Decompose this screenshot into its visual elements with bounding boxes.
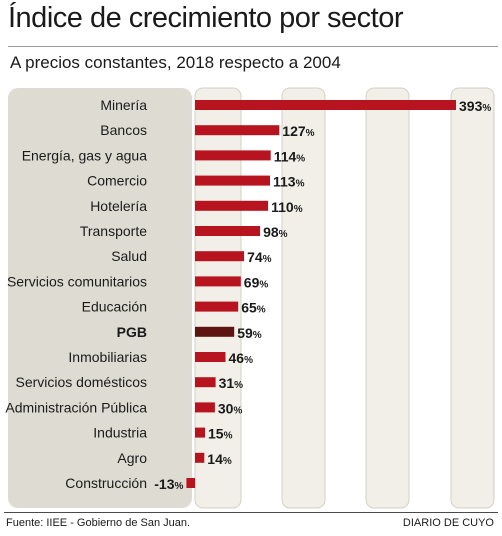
category-label: Servicios domésticos bbox=[16, 374, 148, 390]
bar bbox=[195, 226, 261, 236]
bar bbox=[195, 150, 271, 161]
bar bbox=[186, 478, 195, 488]
category-label: PGB bbox=[117, 324, 147, 340]
grid-band bbox=[450, 87, 495, 509]
value-label: 31% bbox=[219, 375, 244, 391]
bar bbox=[195, 100, 456, 110]
category-label: Comercio bbox=[87, 173, 147, 189]
title-divider bbox=[8, 46, 498, 47]
grid-band bbox=[281, 87, 326, 509]
chart-subtitle: A precios constantes, 2018 respecto a 20… bbox=[10, 53, 341, 72]
value-label: 59% bbox=[237, 325, 262, 341]
category-label: Educación bbox=[82, 299, 147, 315]
bar bbox=[195, 377, 216, 388]
bar bbox=[195, 175, 270, 186]
value-label: 113% bbox=[273, 174, 305, 190]
source-note: Fuente: IIEE - Gobierno de San Juan. bbox=[6, 517, 191, 529]
category-label: Minería bbox=[100, 97, 147, 113]
category-label: Inmobiliarias bbox=[68, 349, 147, 365]
category-label-panel bbox=[8, 88, 192, 508]
category-label: Construcción bbox=[65, 475, 147, 491]
bar bbox=[195, 452, 205, 463]
value-label: 65% bbox=[241, 300, 266, 316]
value-label: 393% bbox=[459, 98, 491, 114]
category-label: Transporte bbox=[80, 223, 147, 239]
bar bbox=[195, 301, 239, 312]
value-label: 127% bbox=[282, 123, 314, 139]
value-label: -13% bbox=[154, 476, 183, 492]
category-label: Hotelería bbox=[90, 198, 147, 214]
bar bbox=[195, 326, 235, 337]
value-label: 30% bbox=[218, 400, 243, 416]
publisher-brand: DIARIO DE CUYO bbox=[402, 517, 494, 529]
value-label: 98% bbox=[263, 224, 288, 240]
category-label: Administración Pública bbox=[5, 399, 147, 415]
value-label: 69% bbox=[244, 274, 269, 290]
value-label: 110% bbox=[271, 199, 303, 215]
value-label: 46% bbox=[229, 350, 254, 366]
category-label: Agro bbox=[117, 450, 147, 466]
bar bbox=[195, 251, 245, 262]
bar bbox=[195, 276, 241, 287]
bar bbox=[195, 352, 226, 362]
bar bbox=[195, 125, 280, 136]
category-label: Industria bbox=[93, 425, 147, 441]
grid-band bbox=[365, 87, 410, 509]
category-label: Energía, gas y agua bbox=[22, 147, 148, 163]
bar bbox=[195, 402, 215, 413]
category-label: Salud bbox=[111, 248, 147, 264]
category-label: Servicios comunitarios bbox=[7, 273, 147, 289]
category-label: Bancos bbox=[100, 122, 147, 138]
bar bbox=[195, 427, 205, 438]
value-label: 15% bbox=[208, 426, 233, 442]
bar bbox=[195, 200, 269, 211]
value-label: 74% bbox=[247, 249, 272, 265]
value-label: 114% bbox=[274, 148, 306, 164]
footer-divider bbox=[4, 512, 498, 513]
value-label: 14% bbox=[207, 451, 232, 467]
chart-title: Índice de crecimiento por sector bbox=[8, 2, 404, 34]
